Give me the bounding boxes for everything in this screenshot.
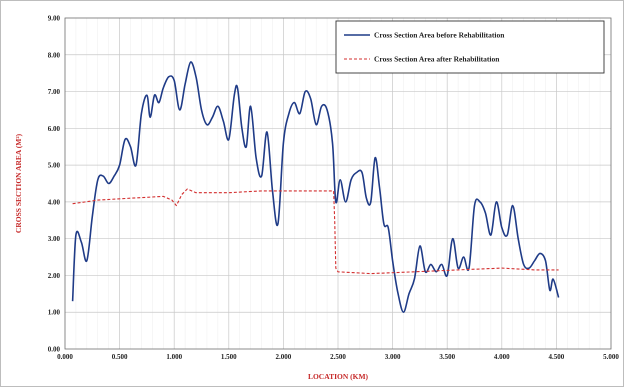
x-tick-label: 5.000 <box>603 353 619 361</box>
y-tick-label: 5.00 <box>48 162 61 170</box>
y-axis-title: CROSS SECTION AREA (M²) <box>14 133 23 233</box>
x-tick-label: 4.000 <box>494 353 510 361</box>
x-tick-label: 2.500 <box>330 353 346 361</box>
series-after-line <box>72 188 559 275</box>
series-lines <box>71 61 560 313</box>
y-tick-label: 0.00 <box>48 346 61 354</box>
y-tick-label: 8.00 <box>48 51 61 59</box>
grid-lines <box>65 18 611 349</box>
x-tick-label: 0.000 <box>57 353 73 361</box>
legend-label-before: Cross Section Area before Rehabilitation <box>374 31 505 40</box>
y-tick-label: 1.00 <box>48 309 61 317</box>
y-tick-label: 9.00 <box>48 15 61 23</box>
y-tick-label: 7.00 <box>48 88 61 96</box>
x-tick-label: 1.500 <box>221 353 237 361</box>
x-tick-label: 3.500 <box>439 353 455 361</box>
y-tick-label: 3.00 <box>48 235 61 243</box>
legend: Cross Section Area before Rehabilitation… <box>335 20 605 74</box>
series-before-line <box>71 61 560 313</box>
x-tick-label: 0.500 <box>112 353 128 361</box>
y-tick-label: 2.00 <box>48 272 61 280</box>
x-tick-label: 3.000 <box>385 353 401 361</box>
x-tick-label: 2.000 <box>276 353 292 361</box>
plot-area <box>64 17 612 350</box>
x-tick-label: 4.500 <box>549 353 565 361</box>
legend-label-after: Cross Section Area after Rehabilitation <box>374 55 500 64</box>
y-tick-label: 4.00 <box>48 198 61 206</box>
tick-labels: 0.000 0.500 1.000 1.500 2.000 2.500 3.000 3.500… <box>48 15 620 362</box>
legend-box <box>335 20 605 74</box>
x-axis-title: LOCATION (KM) <box>308 372 369 381</box>
y-tick-label: 6.00 <box>48 125 61 133</box>
x-tick-label: 1.000 <box>166 353 182 361</box>
